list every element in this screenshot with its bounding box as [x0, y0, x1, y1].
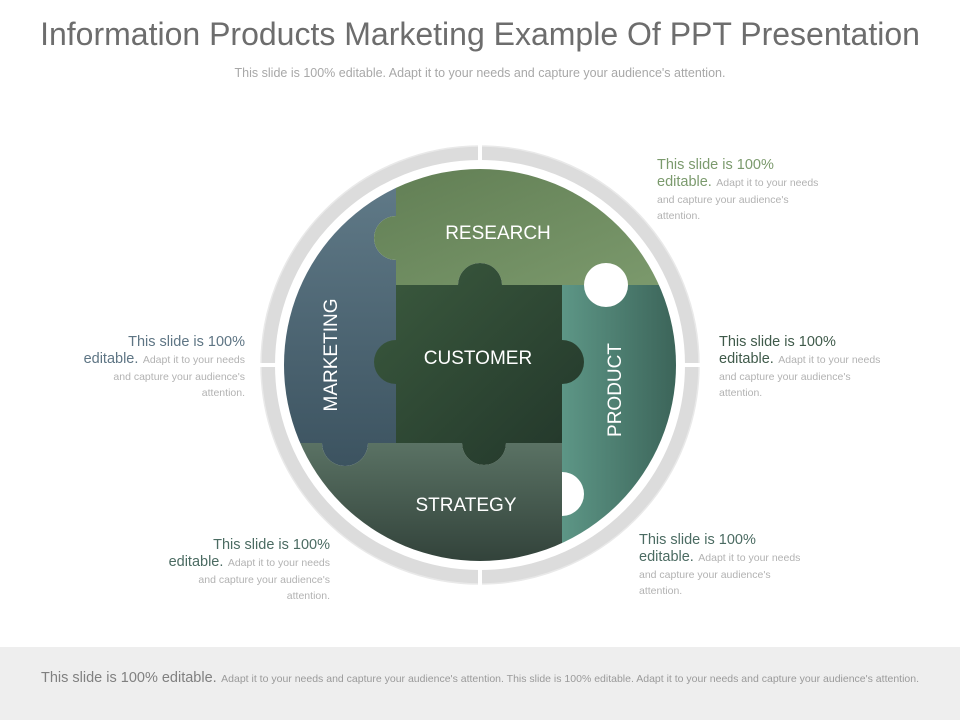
customer-piece: [374, 263, 584, 465]
callout-top-right: This slide is 100% editable. Adapt it to…: [657, 157, 827, 224]
outer-ring: [255, 140, 705, 590]
callout-lead: This slide is 100% editable.: [657, 157, 774, 190]
slide-title: Information Products Marketing Example O…: [40, 16, 920, 52]
callout-mid-right: This slide is 100% editable. Adapt it to…: [719, 334, 889, 401]
research-label: RESEARCH: [445, 223, 551, 244]
callout-lead: This slide is 100% editable.: [83, 334, 245, 367]
footer-bar: This slide is 100% editable. Adapt it to…: [0, 647, 960, 720]
callout-body: Adapt it to your needs and capture your …: [719, 353, 881, 400]
callout-body: Adapt it to your needs and capture your …: [639, 551, 801, 598]
product-label: PRODUCT: [605, 343, 626, 437]
slide-subtitle: This slide is 100% editable. Adapt it to…: [234, 66, 726, 80]
callout-body: Adapt it to your needs and capture your …: [113, 353, 245, 400]
callout-lead: This slide is 100% editable.: [639, 532, 756, 565]
callout-body: Adapt it to your needs and capture your …: [657, 176, 819, 223]
footer-lead: This slide is 100% editable.: [40, 670, 217, 686]
callout-mid-left: This slide is 100% editable. Adapt it to…: [75, 334, 245, 401]
research-piece: [374, 169, 676, 285]
customer-label: CUSTOMER: [424, 348, 532, 369]
marketing-label: MARKETING: [321, 299, 342, 412]
callout-lead: This slide is 100% editable.: [168, 537, 330, 570]
callout-bottom-left: This slide is 100% editable. Adapt it to…: [160, 537, 330, 604]
callout-lead: This slide is 100% editable.: [719, 334, 836, 367]
callout-body: Adapt it to your needs and capture your …: [198, 556, 330, 603]
footer-body: Adapt it to your needs and capture your …: [221, 673, 920, 685]
callout-bottom-right: This slide is 100% editable. Adapt it to…: [639, 532, 809, 599]
footer-text: This slide is 100% editable. Adapt it to…: [30, 669, 930, 687]
strategy-label: STRATEGY: [416, 495, 517, 516]
